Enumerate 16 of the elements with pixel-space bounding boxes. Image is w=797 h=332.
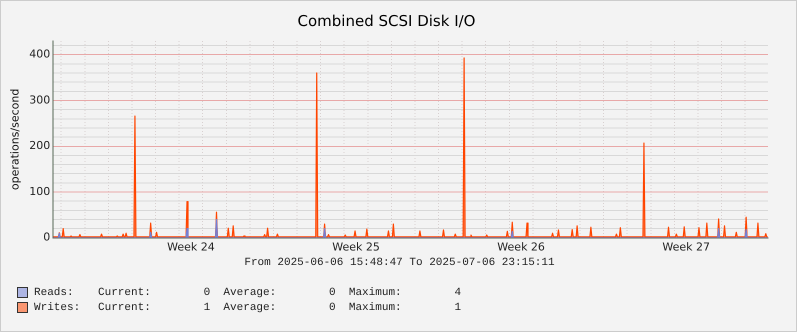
legend-label: Writes: (34, 302, 82, 314)
y-tick-label: 0 (43, 230, 50, 244)
x-tick-label: Week 24 (167, 240, 215, 254)
y-tick-label: 100 (29, 184, 50, 198)
x-tick-label: Week 27 (662, 240, 710, 254)
text: Current: 0 Average: 0 Maximum: 4 (98, 286, 462, 298)
x-tick-label: Week 26 (497, 240, 545, 254)
chart-title: Combined SCSI Disk I/O (298, 12, 476, 30)
y-axis-title: operations/second (8, 88, 22, 190)
text: Current: 1 Average: 0 Maximum: 1 (98, 302, 462, 314)
x-tick-label: Week 25 (332, 240, 380, 254)
text: From 2025-06-06 15:48:47 To 2025-07-06 23:15:11 (243, 257, 556, 269)
y-tick-label: 300 (29, 93, 50, 106)
y-tick-label: 400 (29, 48, 50, 61)
y-tick-label: 200 (29, 139, 50, 152)
legend-label: Reads: (34, 286, 75, 298)
